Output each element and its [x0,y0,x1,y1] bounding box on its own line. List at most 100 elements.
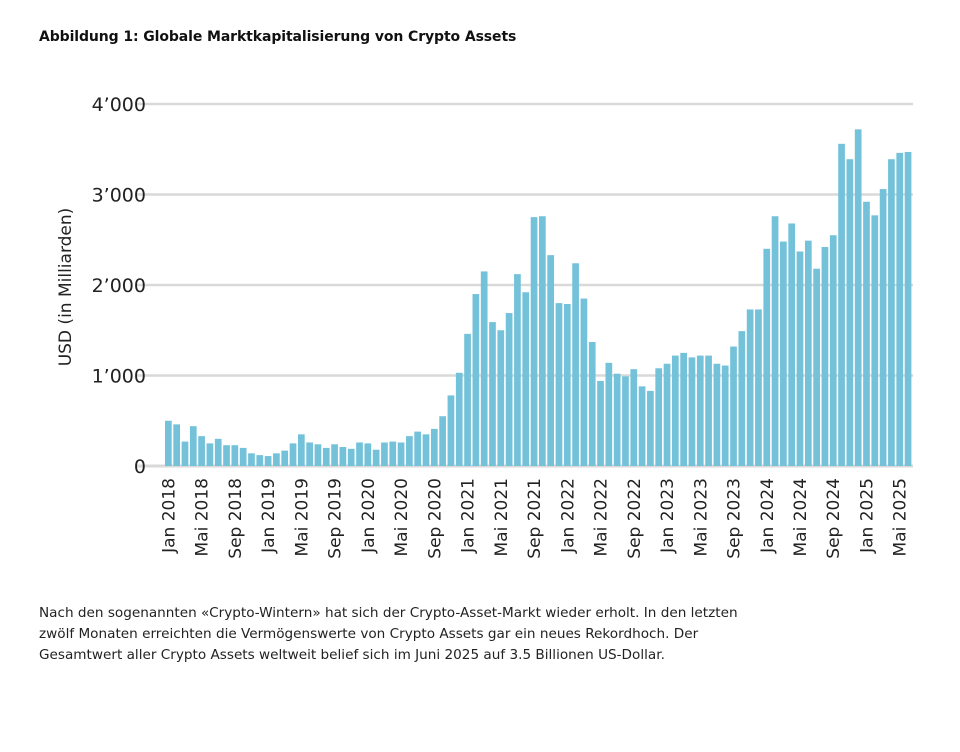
bar [671,355,679,466]
bar [829,235,837,466]
bar [821,246,829,466]
bar [721,365,729,466]
bar [655,368,663,466]
bars [165,129,912,467]
bar [613,373,621,466]
bar [489,322,496,466]
x-tick-label: Jan 2018 [159,478,179,554]
x-tick-label: Sep 2023 [725,478,745,559]
figure-title: Abbildung 1: Globale Marktkapitalisierun… [39,29,517,45]
bar [206,443,214,467]
x-tick-label: Mai 2021 [492,478,512,556]
bar [680,352,687,467]
bar [597,380,604,466]
bar [430,428,438,466]
x-tick-label: Jan 2023 [658,478,678,554]
bar [780,241,787,466]
x-tick-label: Mai 2025 [891,478,911,556]
bar [214,438,222,466]
x-tick-label: Mai 2020 [392,478,412,556]
x-tick-label: Jan 2021 [459,478,479,554]
bar [223,445,230,466]
x-tick-label: Jan 2024 [758,478,778,554]
x-tick-label: Jan 2020 [359,478,379,554]
bar [514,274,521,466]
bar [588,342,596,466]
y-tick-label: 4’000 [92,94,146,116]
bar [455,372,463,466]
bar [688,357,696,466]
x-tick-label: Sep 2021 [525,478,545,559]
bar [547,255,555,466]
x-tick-label: Jan 2022 [558,478,578,554]
bar [705,355,712,466]
bar [788,223,796,466]
bar [447,395,455,466]
bar [896,152,904,466]
x-tick-label: Mai 2024 [791,478,811,556]
bar [663,363,671,466]
caption-line: zwölf Monaten erreichten die Vermögenswe… [39,626,699,642]
bar [572,263,579,466]
bar [273,453,280,466]
bar [198,436,205,466]
bar [647,390,654,466]
x-tick-label: Sep 2024 [824,478,844,559]
bar [771,216,779,466]
bar [738,331,746,466]
bar [306,442,313,466]
x-axis-ticks: Jan 2018 Mai 2018 Sep 2018 Jan 2019 Mai 2019… [159,478,910,559]
bar [331,444,338,466]
caption-line: Nach den sogenannten «Crypto-Wintern» ha… [39,605,738,621]
caption-line: Gesamtwert aller Crypto Assets weltweit … [39,647,665,663]
bar [364,443,372,467]
bar [796,251,804,466]
bar [755,309,762,466]
bar [563,304,571,466]
bar [231,445,239,466]
bar [414,431,422,466]
bar [289,443,297,467]
bar [381,442,388,466]
bar [314,444,322,466]
bar [863,201,870,467]
y-axis-label: USD (in Milliarden) [56,208,76,367]
bar [696,355,704,466]
bar-chart: 0 1’000 2’000 3’000 4’000 Jan 2018 Mai 2018 Se… [56,94,913,559]
bar [813,268,820,466]
x-tick-label: Mai 2022 [592,478,612,556]
bar [713,363,721,466]
y-tick-label: 1’000 [92,366,146,388]
x-tick-label: Mai 2018 [193,478,213,556]
y-axis-ticks: 0 1’000 2’000 3’000 4’000 [92,94,146,478]
bar [347,448,355,466]
bar [505,313,513,466]
bar [804,240,812,466]
bar [372,449,380,466]
x-tick-label: Sep 2022 [625,478,645,559]
bar [439,416,446,466]
bar [422,434,430,466]
bar [555,303,563,466]
bar [497,330,505,466]
bar [297,434,305,466]
bar [746,309,754,466]
figure-caption: Nach den sogenannten «Crypto-Wintern» ha… [39,603,929,666]
x-tick-label: Mai 2019 [292,478,312,556]
bar [530,217,538,467]
bar [879,189,887,466]
y-tick-label: 0 [134,456,146,478]
bar [622,376,629,466]
bar [339,447,347,466]
bar [397,442,405,466]
bar [239,447,247,466]
bar [846,159,854,466]
bar [264,456,272,466]
bar [181,441,189,466]
y-tick-label: 3’000 [92,185,146,207]
bar [406,436,413,466]
bar [472,294,480,466]
bar [904,151,912,466]
bar [522,292,530,466]
bar [480,271,488,466]
